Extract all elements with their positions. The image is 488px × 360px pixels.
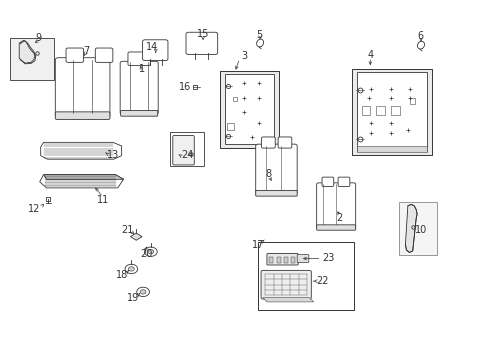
FancyBboxPatch shape (95, 48, 113, 62)
Polygon shape (43, 175, 123, 179)
Bar (220, 71, 278, 148)
Bar (361, 107, 369, 116)
Bar (409, 98, 414, 104)
Bar (351, 69, 431, 155)
Bar (375, 107, 384, 116)
Polygon shape (41, 142, 122, 159)
Circle shape (144, 247, 157, 256)
Bar (226, 123, 233, 130)
Circle shape (128, 267, 134, 271)
Text: 4: 4 (366, 50, 373, 60)
FancyBboxPatch shape (316, 225, 355, 230)
FancyBboxPatch shape (120, 61, 158, 114)
Text: 20: 20 (140, 248, 152, 258)
FancyBboxPatch shape (142, 40, 167, 60)
Text: 6: 6 (416, 31, 422, 41)
FancyBboxPatch shape (255, 190, 297, 196)
FancyBboxPatch shape (255, 144, 297, 194)
Polygon shape (130, 233, 142, 240)
Circle shape (137, 287, 149, 297)
Bar (269, 257, 273, 263)
FancyBboxPatch shape (172, 135, 194, 165)
Text: 22: 22 (316, 276, 328, 286)
Text: 11: 11 (97, 195, 109, 205)
Text: 18: 18 (115, 270, 127, 280)
Text: 3: 3 (241, 51, 247, 61)
Text: 19: 19 (127, 293, 139, 303)
FancyBboxPatch shape (266, 253, 298, 265)
Bar (398, 202, 436, 255)
FancyBboxPatch shape (121, 111, 158, 116)
FancyBboxPatch shape (261, 137, 275, 148)
Ellipse shape (417, 41, 424, 49)
Bar (224, 74, 273, 144)
Ellipse shape (256, 39, 263, 47)
Bar (356, 145, 427, 152)
Text: 16: 16 (179, 82, 191, 93)
Text: 12: 12 (28, 204, 40, 214)
FancyBboxPatch shape (316, 183, 355, 228)
Text: 23: 23 (322, 253, 334, 263)
Text: 17: 17 (251, 239, 264, 249)
Text: 7: 7 (83, 46, 89, 56)
Bar (232, 97, 236, 101)
Text: 9: 9 (36, 33, 41, 43)
Text: 13: 13 (106, 150, 119, 160)
Text: 10: 10 (414, 225, 426, 235)
FancyBboxPatch shape (66, 48, 83, 62)
Bar (170, 132, 203, 166)
Circle shape (148, 249, 154, 254)
FancyBboxPatch shape (322, 177, 333, 186)
Bar (356, 72, 427, 151)
Bar (10, 39, 54, 80)
Text: 15: 15 (197, 29, 209, 39)
Text: 24: 24 (181, 150, 193, 160)
Text: 1: 1 (139, 64, 145, 74)
FancyBboxPatch shape (278, 137, 291, 148)
Circle shape (140, 290, 146, 294)
FancyBboxPatch shape (337, 177, 349, 186)
FancyBboxPatch shape (185, 32, 217, 54)
Polygon shape (19, 40, 36, 64)
Polygon shape (40, 175, 123, 188)
FancyBboxPatch shape (55, 112, 110, 120)
Text: 14: 14 (145, 42, 158, 52)
Bar (276, 257, 280, 263)
Polygon shape (405, 204, 416, 252)
FancyBboxPatch shape (261, 270, 311, 299)
Text: 8: 8 (265, 168, 271, 179)
Polygon shape (263, 298, 313, 302)
Circle shape (125, 264, 138, 274)
Bar (390, 107, 399, 116)
Bar (284, 257, 287, 263)
Bar (291, 257, 295, 263)
FancyBboxPatch shape (128, 52, 150, 66)
Text: 5: 5 (256, 30, 262, 40)
Bar (257, 242, 353, 310)
FancyBboxPatch shape (297, 255, 308, 262)
FancyBboxPatch shape (55, 58, 110, 118)
Text: 2: 2 (336, 213, 342, 222)
Text: 21: 21 (121, 225, 133, 235)
